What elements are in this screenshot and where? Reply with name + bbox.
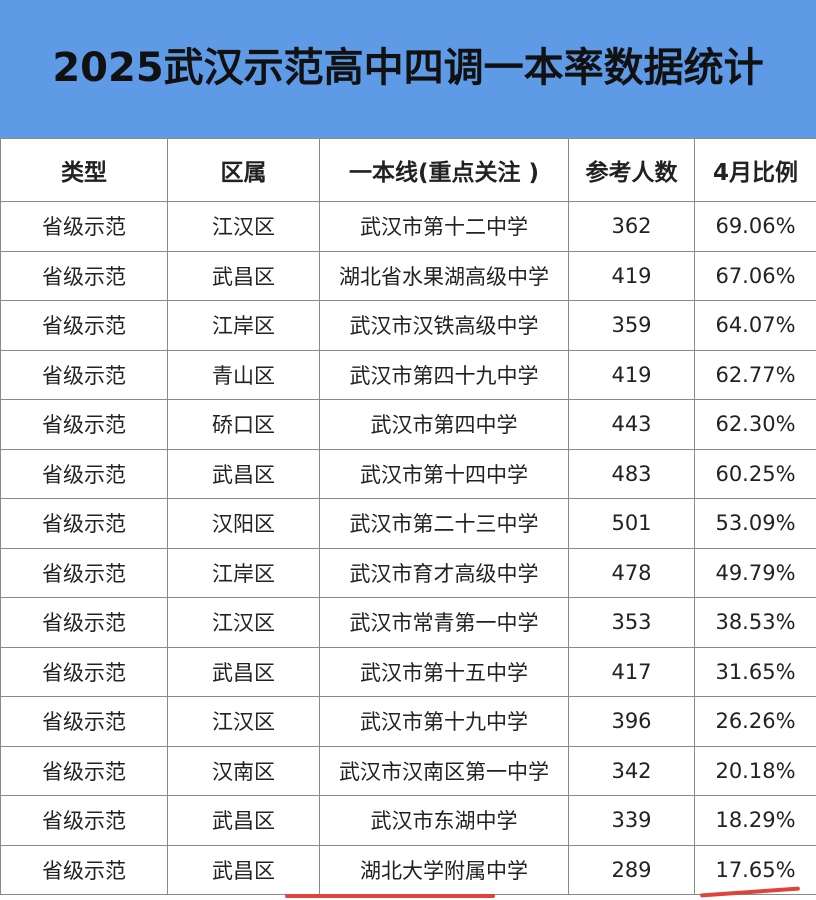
cell-school: 武汉市汉南区第一中学: [319, 745, 569, 796]
cell-district: 硚口区: [167, 399, 320, 450]
cell-type: 省级示范: [0, 745, 168, 796]
cell-count: 396: [568, 696, 695, 747]
table-row: 省级示范 江汉区 武汉市常青第一中学 353 38.53%: [0, 597, 816, 648]
cell-count: 339: [568, 795, 695, 846]
cell-ratio: 49.79%: [694, 547, 816, 598]
table-row: 省级示范 武昌区 湖北大学附属中学 289 17.65%: [0, 844, 816, 895]
cell-district: 武昌区: [167, 250, 320, 301]
header-type: 类型: [0, 138, 168, 202]
header-school: 一本线(重点关注 ): [319, 138, 569, 202]
cell-district: 汉阳区: [167, 498, 320, 549]
table-row: 省级示范 江汉区 武汉市第十九中学 396 26.26%: [0, 696, 816, 747]
red-underline-left: [285, 894, 495, 898]
cell-type: 省级示范: [0, 795, 168, 846]
cell-type: 省级示范: [0, 448, 168, 499]
table-row: 省级示范 汉阳区 武汉市第二十三中学 501 53.09%: [0, 498, 816, 549]
cell-count: 362: [568, 201, 695, 252]
cell-school: 武汉市第十五中学: [319, 646, 569, 697]
cell-district: 江汉区: [167, 597, 320, 648]
cell-ratio: 20.18%: [694, 745, 816, 796]
cell-school: 武汉市育才高级中学: [319, 547, 569, 598]
table-row: 省级示范 武昌区 武汉市东湖中学 339 18.29%: [0, 795, 816, 846]
cell-ratio: 69.06%: [694, 201, 816, 252]
cell-type: 省级示范: [0, 300, 168, 351]
cell-type: 省级示范: [0, 349, 168, 400]
cell-ratio: 31.65%: [694, 646, 816, 697]
page-title: 2025武汉示范高中四调一本率数据统计: [52, 45, 764, 91]
header-district: 区属: [167, 138, 320, 202]
cell-district: 江岸区: [167, 547, 320, 598]
table-row: 省级示范 武昌区 武汉市第十四中学 483 60.25%: [0, 448, 816, 499]
cell-district: 江汉区: [167, 696, 320, 747]
cell-school: 武汉市汉铁高级中学: [319, 300, 569, 351]
table-header-row: 类型 区属 一本线(重点关注 ) 参考人数 4月比例: [0, 138, 816, 202]
cell-count: 501: [568, 498, 695, 549]
cell-type: 省级示范: [0, 250, 168, 301]
cell-school: 武汉市常青第一中学: [319, 597, 569, 648]
table-row: 省级示范 江岸区 武汉市汉铁高级中学 359 64.07%: [0, 300, 816, 351]
cell-type: 省级示范: [0, 399, 168, 450]
cell-type: 省级示范: [0, 201, 168, 252]
cell-count: 419: [568, 349, 695, 400]
cell-type: 省级示范: [0, 597, 168, 648]
cell-ratio: 18.29%: [694, 795, 816, 846]
cell-count: 417: [568, 646, 695, 697]
cell-count: 342: [568, 745, 695, 796]
cell-district: 武昌区: [167, 448, 320, 499]
table-row: 省级示范 汉南区 武汉市汉南区第一中学 342 20.18%: [0, 745, 816, 796]
cell-type: 省级示范: [0, 844, 168, 895]
cell-type: 省级示范: [0, 498, 168, 549]
header-count: 参考人数: [568, 138, 695, 202]
table-row: 省级示范 江岸区 武汉市育才高级中学 478 49.79%: [0, 547, 816, 598]
cell-ratio: 38.53%: [694, 597, 816, 648]
table-row: 省级示范 武昌区 武汉市第十五中学 417 31.65%: [0, 646, 816, 697]
cell-district: 武昌区: [167, 646, 320, 697]
cell-school: 武汉市东湖中学: [319, 795, 569, 846]
cell-school: 湖北大学附属中学: [319, 844, 569, 895]
cell-school: 武汉市第十四中学: [319, 448, 569, 499]
table-row: 省级示范 江汉区 武汉市第十二中学 362 69.06%: [0, 201, 816, 252]
cell-school: 湖北省水果湖高级中学: [319, 250, 569, 301]
cell-ratio: 62.77%: [694, 349, 816, 400]
table-row: 省级示范 青山区 武汉市第四十九中学 419 62.77%: [0, 349, 816, 400]
cell-count: 353: [568, 597, 695, 648]
cell-school: 武汉市第十九中学: [319, 696, 569, 747]
cell-count: 289: [568, 844, 695, 895]
cell-type: 省级示范: [0, 547, 168, 598]
cell-school: 武汉市第四十九中学: [319, 349, 569, 400]
cell-school: 武汉市第二十三中学: [319, 498, 569, 549]
cell-count: 419: [568, 250, 695, 301]
cell-ratio: 62.30%: [694, 399, 816, 450]
table-row: 省级示范 硚口区 武汉市第四中学 443 62.30%: [0, 399, 816, 450]
cell-district: 江岸区: [167, 300, 320, 351]
cell-school: 武汉市第十二中学: [319, 201, 569, 252]
cell-type: 省级示范: [0, 696, 168, 747]
table-row: 省级示范 武昌区 湖北省水果湖高级中学 419 67.06%: [0, 250, 816, 301]
cell-count: 359: [568, 300, 695, 351]
cell-type: 省级示范: [0, 646, 168, 697]
cell-ratio: 67.06%: [694, 250, 816, 301]
cell-ratio: 26.26%: [694, 696, 816, 747]
cell-school: 武汉市第四中学: [319, 399, 569, 450]
cell-count: 483: [568, 448, 695, 499]
cell-district: 武昌区: [167, 844, 320, 895]
cell-ratio: 60.25%: [694, 448, 816, 499]
cell-district: 武昌区: [167, 795, 320, 846]
cell-district: 江汉区: [167, 201, 320, 252]
school-stats-table: 类型 区属 一本线(重点关注 ) 参考人数 4月比例 省级示范 江汉区 武汉市第十二…: [0, 138, 816, 895]
title-banner: 2025武汉示范高中四调一本率数据统计: [0, 0, 816, 138]
header-ratio: 4月比例: [694, 138, 816, 202]
cell-ratio: 53.09%: [694, 498, 816, 549]
cell-district: 青山区: [167, 349, 320, 400]
cell-count: 478: [568, 547, 695, 598]
cell-ratio: 64.07%: [694, 300, 816, 351]
cell-count: 443: [568, 399, 695, 450]
cell-district: 汉南区: [167, 745, 320, 796]
